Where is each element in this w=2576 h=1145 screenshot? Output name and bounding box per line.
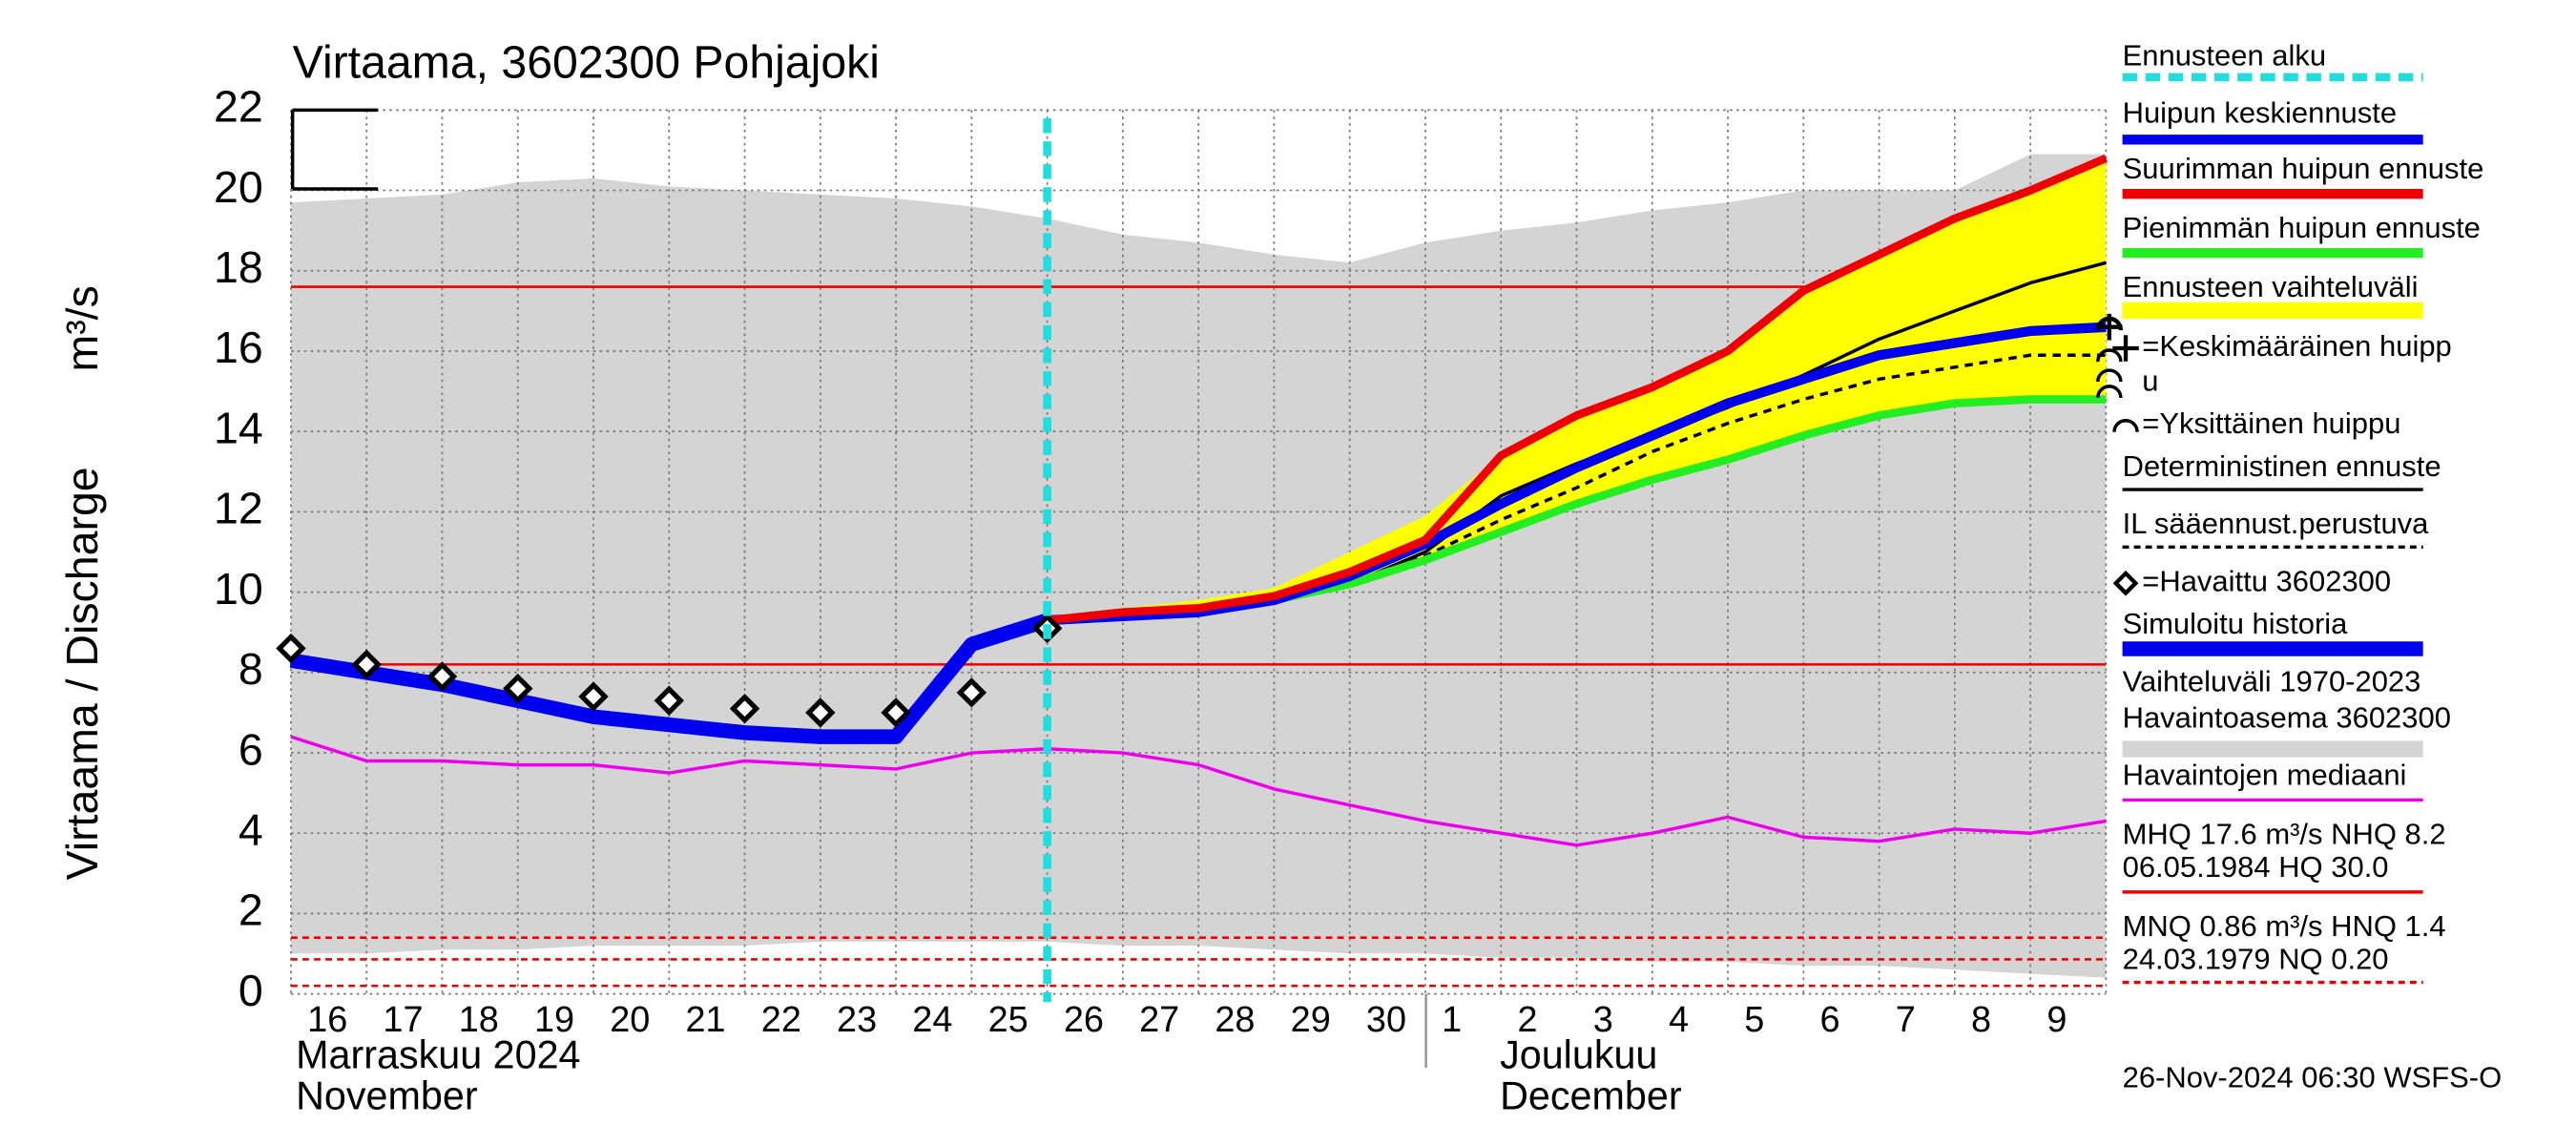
y-tick-label: 18: [214, 242, 263, 292]
month-label: Joulukuu: [1500, 1033, 1657, 1077]
y-tick-label: 22: [214, 82, 263, 132]
legend-label: Deterministinen ennuste: [2123, 449, 2441, 483]
y-tick-label: 10: [214, 564, 263, 614]
x-tick-label: 2: [1517, 1000, 1537, 1040]
legend-swatch: [2112, 570, 2139, 596]
x-tick-label: 3: [1593, 1000, 1613, 1040]
series-line: [1047, 353, 2107, 622]
y-tick-label: 2: [239, 885, 263, 935]
series-line: [290, 735, 2107, 847]
plot-area: [276, 109, 2124, 1003]
observed-point: [578, 681, 609, 712]
legend-label: =Yksittäinen huippu: [2142, 406, 2400, 440]
legend-label: Huipun keskiennuste: [2123, 96, 2398, 130]
y-tick-label: 20: [214, 162, 263, 212]
observed-point: [351, 649, 382, 680]
x-tick-label: 1: [1442, 1000, 1462, 1040]
x-tick-label: 24: [912, 1000, 952, 1040]
x-tick-label: 27: [1139, 1000, 1179, 1040]
observed-point: [426, 661, 458, 692]
observed-point: [503, 673, 533, 704]
single-peak: [2096, 348, 2123, 363]
y-axis-unit: m³/s: [57, 285, 107, 371]
month-label: December: [1500, 1074, 1682, 1118]
series-line: [289, 613, 1049, 744]
x-tick-label: 23: [837, 1000, 877, 1040]
x-tick-label: 18: [459, 1000, 499, 1040]
x-tick-label: 7: [1896, 1000, 1916, 1040]
observed-point: [956, 677, 987, 708]
single-peak: [2096, 385, 2123, 399]
x-tick-label: 30: [1366, 1000, 1406, 1040]
legend-label: Havaintojen mediaani: [2123, 759, 2407, 792]
observed-point: [654, 685, 684, 716]
legend-label: Simuloitu historia: [2123, 607, 2349, 640]
legend-label: MNQ 0.86 m³/s HNQ 1.4: [2123, 909, 2446, 943]
x-tick-label: 6: [1820, 1000, 1840, 1040]
observed-point: [881, 697, 911, 728]
corner-bracket: [290, 108, 379, 191]
legend-label: Ennusteen vaihteluväli: [2123, 270, 2419, 303]
month-label: November: [296, 1074, 478, 1118]
x-tick-label: 25: [988, 1000, 1028, 1040]
y-tick-label: 4: [239, 804, 263, 854]
legend-label: Suurimman huipun ennuste: [2123, 152, 2484, 185]
x-tick-label: 29: [1291, 1000, 1331, 1040]
y-tick-label: 0: [239, 966, 263, 1015]
legend-label: IL sääennust.perustuva: [2123, 507, 2430, 540]
series-line: [1047, 154, 2109, 625]
legend-label: =Havaittu 3602300: [2142, 564, 2391, 597]
y-tick-label: 12: [214, 484, 263, 533]
month-label: Marraskuu 2024: [296, 1033, 580, 1077]
x-tick-label: 20: [610, 1000, 650, 1040]
x-tick-label: 16: [307, 1000, 347, 1040]
mean-peak: [2095, 313, 2124, 341]
x-tick-label: 17: [383, 1000, 423, 1040]
y-tick-label: 14: [214, 403, 263, 452]
legend-label: =Keskimääräinen huipp: [2142, 329, 2452, 363]
x-tick-label: 9: [2046, 1000, 2067, 1040]
chart-title: Virtaama, 3602300 Pohjajoki: [293, 37, 880, 89]
y-axis-label: Virtaama / Discharge: [57, 467, 107, 880]
single-peak: [2096, 368, 2123, 383]
legend-swatch: [2122, 740, 2423, 758]
x-tick-label: 8: [1971, 1000, 1991, 1040]
observed-point: [805, 697, 836, 728]
legend-label: 24.03.1979 NQ 0.20: [2123, 942, 2389, 975]
x-tick-label: 21: [686, 1000, 726, 1040]
x-tick-label: 19: [534, 1000, 574, 1040]
legend-swatch: [2112, 335, 2139, 362]
x-tick-label: 22: [761, 1000, 801, 1040]
x-tick-label: 5: [1744, 1000, 1764, 1040]
legend-swatch: [2112, 419, 2139, 432]
legend-label: MHQ 17.6 m³/s NHQ 8.2: [2123, 818, 2446, 851]
legend-label: u: [2142, 364, 2158, 397]
legend-label: Havaintoasema 3602300: [2123, 700, 2451, 734]
x-tick-label: 28: [1215, 1000, 1255, 1040]
legend-label: Ennusteen alku: [2123, 38, 2327, 72]
observed-point: [729, 693, 760, 724]
legend-label: Vaihteluväli 1970-2023: [2123, 664, 2421, 697]
y-tick-label: 16: [214, 323, 263, 372]
y-tick-label: 6: [239, 724, 263, 774]
footer: 26-Nov-2024 06:30 WSFS-O: [2123, 1060, 2503, 1093]
x-tick-label: 26: [1064, 1000, 1104, 1040]
x-tick-label: 4: [1669, 1000, 1689, 1040]
legend-label: 06.05.1984 HQ 30.0: [2123, 850, 2389, 884]
observed-point: [276, 633, 306, 664]
y-tick-label: 8: [239, 644, 263, 694]
legend-label: Pienimmän huipun ennuste: [2123, 211, 2481, 244]
